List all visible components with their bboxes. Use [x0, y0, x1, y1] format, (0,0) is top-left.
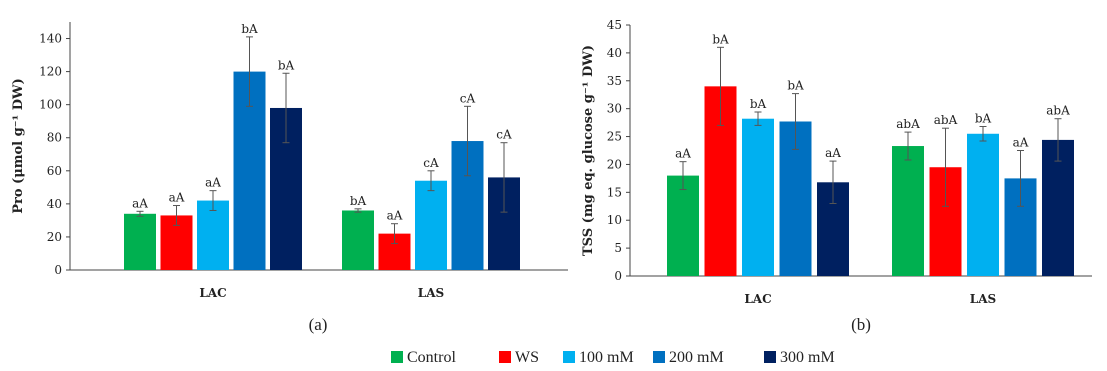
significance-label: aA: [205, 176, 221, 190]
significance-label: abA: [1046, 104, 1070, 118]
y-tick-label: 45: [607, 18, 622, 32]
significance-label: cA: [496, 128, 512, 142]
legend: Control WS 100 mM 200 mM 300 mM: [391, 349, 835, 366]
bar: [342, 210, 374, 270]
y-tick-label: 0: [54, 263, 62, 277]
significance-label: bA: [750, 97, 767, 111]
legend-label: 200 mM: [669, 349, 724, 366]
significance-label: cA: [423, 156, 439, 170]
significance-label: bA: [350, 194, 367, 208]
y-tick-label: 15: [607, 185, 622, 199]
significance-label: bA: [787, 79, 804, 93]
legend-swatch: [391, 351, 403, 363]
significance-label: bA: [712, 32, 729, 46]
legend-label: 100 mM: [579, 349, 634, 366]
y-tick-label: 25: [607, 130, 622, 144]
significance-label: bA: [278, 58, 295, 72]
significance-label: aA: [387, 209, 403, 223]
x-category-label: LAS: [970, 292, 996, 306]
bar: [124, 213, 156, 270]
y-tick-label: 20: [607, 157, 622, 171]
significance-label: abA: [896, 117, 920, 131]
y-tick-label: 10: [607, 213, 622, 227]
y-tick-label: 20: [47, 230, 62, 244]
y-tick-label: 80: [47, 131, 62, 145]
y-tick-label: 40: [607, 46, 622, 60]
y-tick-label: 100: [39, 98, 62, 112]
x-category-label: LAS: [418, 286, 444, 300]
legend-swatch: [563, 351, 575, 363]
chart-b: 0 5 10 15 20 25 30 35 40 45 TSS (mg eq. glucose g⁻…: [581, 18, 1092, 306]
panel-label-b: (b): [851, 315, 871, 334]
significance-label: cA: [460, 91, 476, 105]
bar: [1042, 139, 1074, 276]
bar: [742, 118, 774, 276]
x-category-label: LAC: [199, 286, 226, 300]
y-axis-title: TSS (mg eq. glucose g⁻¹ DW): [581, 45, 596, 256]
y-tick-label: 60: [47, 164, 62, 178]
significance-label: aA: [825, 146, 841, 160]
legend-swatch: [653, 351, 665, 363]
y-tick-label: 140: [39, 32, 62, 46]
bar: [892, 146, 924, 276]
legend-label: 300 mM: [780, 349, 835, 366]
significance-label: abA: [934, 113, 958, 127]
panel-label-a: (a): [309, 315, 328, 334]
y-tick-label: 5: [614, 241, 622, 255]
significance-label: aA: [169, 191, 185, 205]
y-tick-label: 0: [614, 269, 622, 283]
y-tick-label: 120: [39, 65, 62, 79]
significance-label: aA: [675, 147, 691, 161]
significance-label: bA: [241, 22, 258, 36]
bar: [197, 200, 229, 270]
y-tick-label: 35: [607, 74, 622, 88]
bar: [667, 175, 699, 276]
significance-label: aA: [132, 196, 148, 210]
x-category-label: LAC: [744, 292, 771, 306]
legend-label: WS: [515, 349, 539, 366]
significance-label: aA: [1013, 136, 1029, 150]
legend-swatch: [499, 351, 511, 363]
y-axis-title: Pro (μmol g⁻¹ DW): [11, 78, 26, 214]
chart-a: 0 20 40 60 80 100 120 140 Pro (μmol g⁻¹ DW) LAC LA…: [11, 22, 568, 300]
y-tick-label: 40: [47, 197, 62, 211]
legend-swatch: [764, 351, 776, 363]
y-tick-label: 30: [607, 102, 622, 116]
bar: [967, 133, 999, 276]
legend-label: Control: [407, 349, 456, 366]
bar: [415, 180, 447, 270]
significance-label: bA: [975, 112, 992, 126]
